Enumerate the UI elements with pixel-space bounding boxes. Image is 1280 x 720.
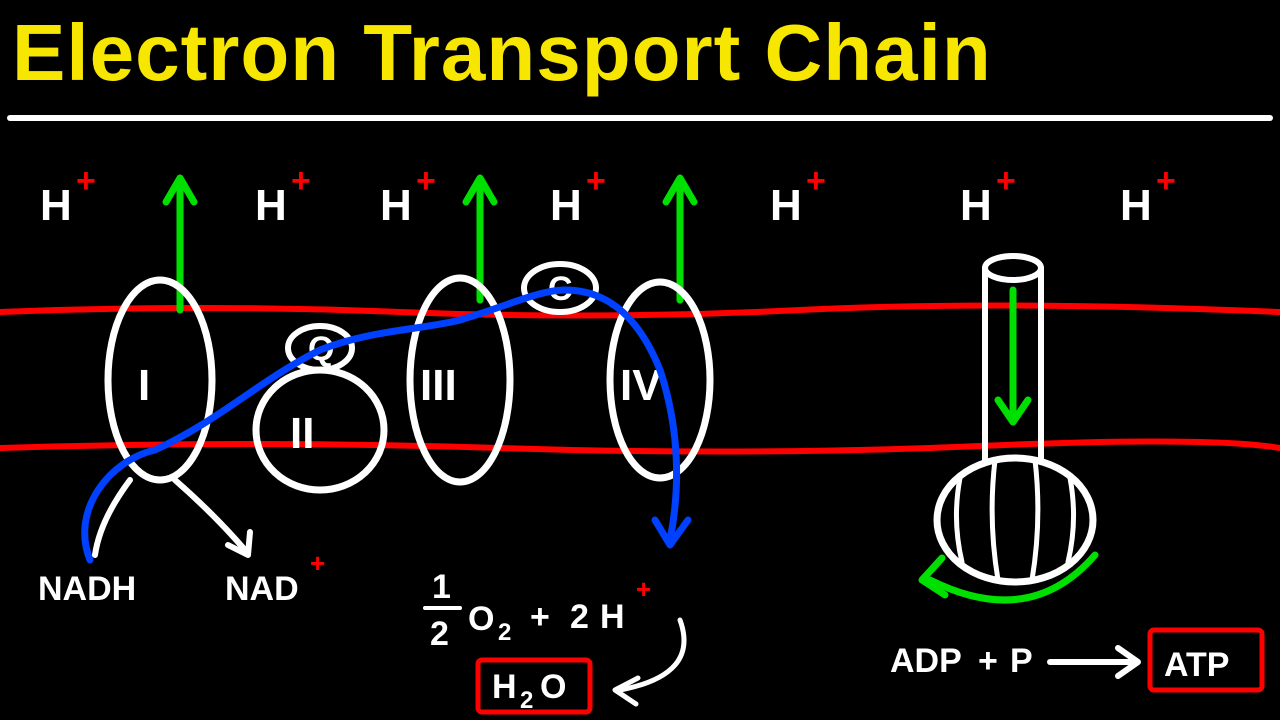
atp-label: ATP xyxy=(1164,646,1229,684)
nad-label: NAD xyxy=(225,570,299,608)
hplus-plus-icon: + xyxy=(291,162,311,200)
nadh-nad-arrows xyxy=(95,480,250,555)
svg-text:2: 2 xyxy=(570,598,589,636)
svg-text:H: H xyxy=(492,668,517,706)
nad-plus-icon: + xyxy=(310,548,325,578)
svg-text:+: + xyxy=(978,642,998,680)
atp-synthase-down-arrow xyxy=(998,290,1028,422)
membrane-bottom xyxy=(0,441,1280,451)
complex-II xyxy=(256,370,384,490)
svg-text:1: 1 xyxy=(432,568,451,606)
svg-text:+: + xyxy=(530,598,550,636)
hplus-H: H xyxy=(550,181,582,230)
svg-text:+: + xyxy=(636,574,651,604)
complex-II-label: II xyxy=(290,409,314,458)
complex-III-label: III xyxy=(420,361,457,410)
complex-I-label: I xyxy=(138,361,150,410)
svg-text:2: 2 xyxy=(498,619,511,646)
hplus-H: H xyxy=(40,181,72,230)
hplus-plus-icon: + xyxy=(586,162,606,200)
hplus-H: H xyxy=(770,181,802,230)
oxygen-equation: 1 2 O 2 + 2 H + xyxy=(425,568,651,653)
hplus-plus-icon: + xyxy=(76,162,96,200)
svg-text:ADP: ADP xyxy=(890,642,962,680)
adp-p-label: ADP + P xyxy=(890,642,1033,680)
hplus-plus-icon: + xyxy=(996,162,1016,200)
h2o-label: H 2 O xyxy=(492,668,566,714)
svg-text:O: O xyxy=(468,600,494,638)
hplus-H: H xyxy=(960,181,992,230)
svg-text:P: P xyxy=(1010,642,1033,680)
hplus-H: H xyxy=(380,181,412,230)
hplus-plus-icon: + xyxy=(806,162,826,200)
etc-diagram: Electron Transport Chain H+H+H+H+H+H+H+ … xyxy=(0,0,1280,720)
hplus-plus-icon: + xyxy=(416,162,436,200)
adp-to-atp-arrow xyxy=(1050,648,1138,676)
hplus-row-top: H+H+H+H+H+H+H+ xyxy=(40,162,1176,230)
hplus-H: H xyxy=(255,181,287,230)
to-h2o-arrow xyxy=(615,620,684,704)
nadh-label: NADH xyxy=(38,570,136,608)
title: Electron Transport Chain xyxy=(12,8,992,97)
svg-text:2: 2 xyxy=(520,687,533,714)
svg-text:2: 2 xyxy=(430,615,449,653)
hplus-H: H xyxy=(1120,181,1152,230)
svg-text:H: H xyxy=(600,598,625,636)
svg-text:O: O xyxy=(540,668,566,706)
hplus-plus-icon: + xyxy=(1156,162,1176,200)
